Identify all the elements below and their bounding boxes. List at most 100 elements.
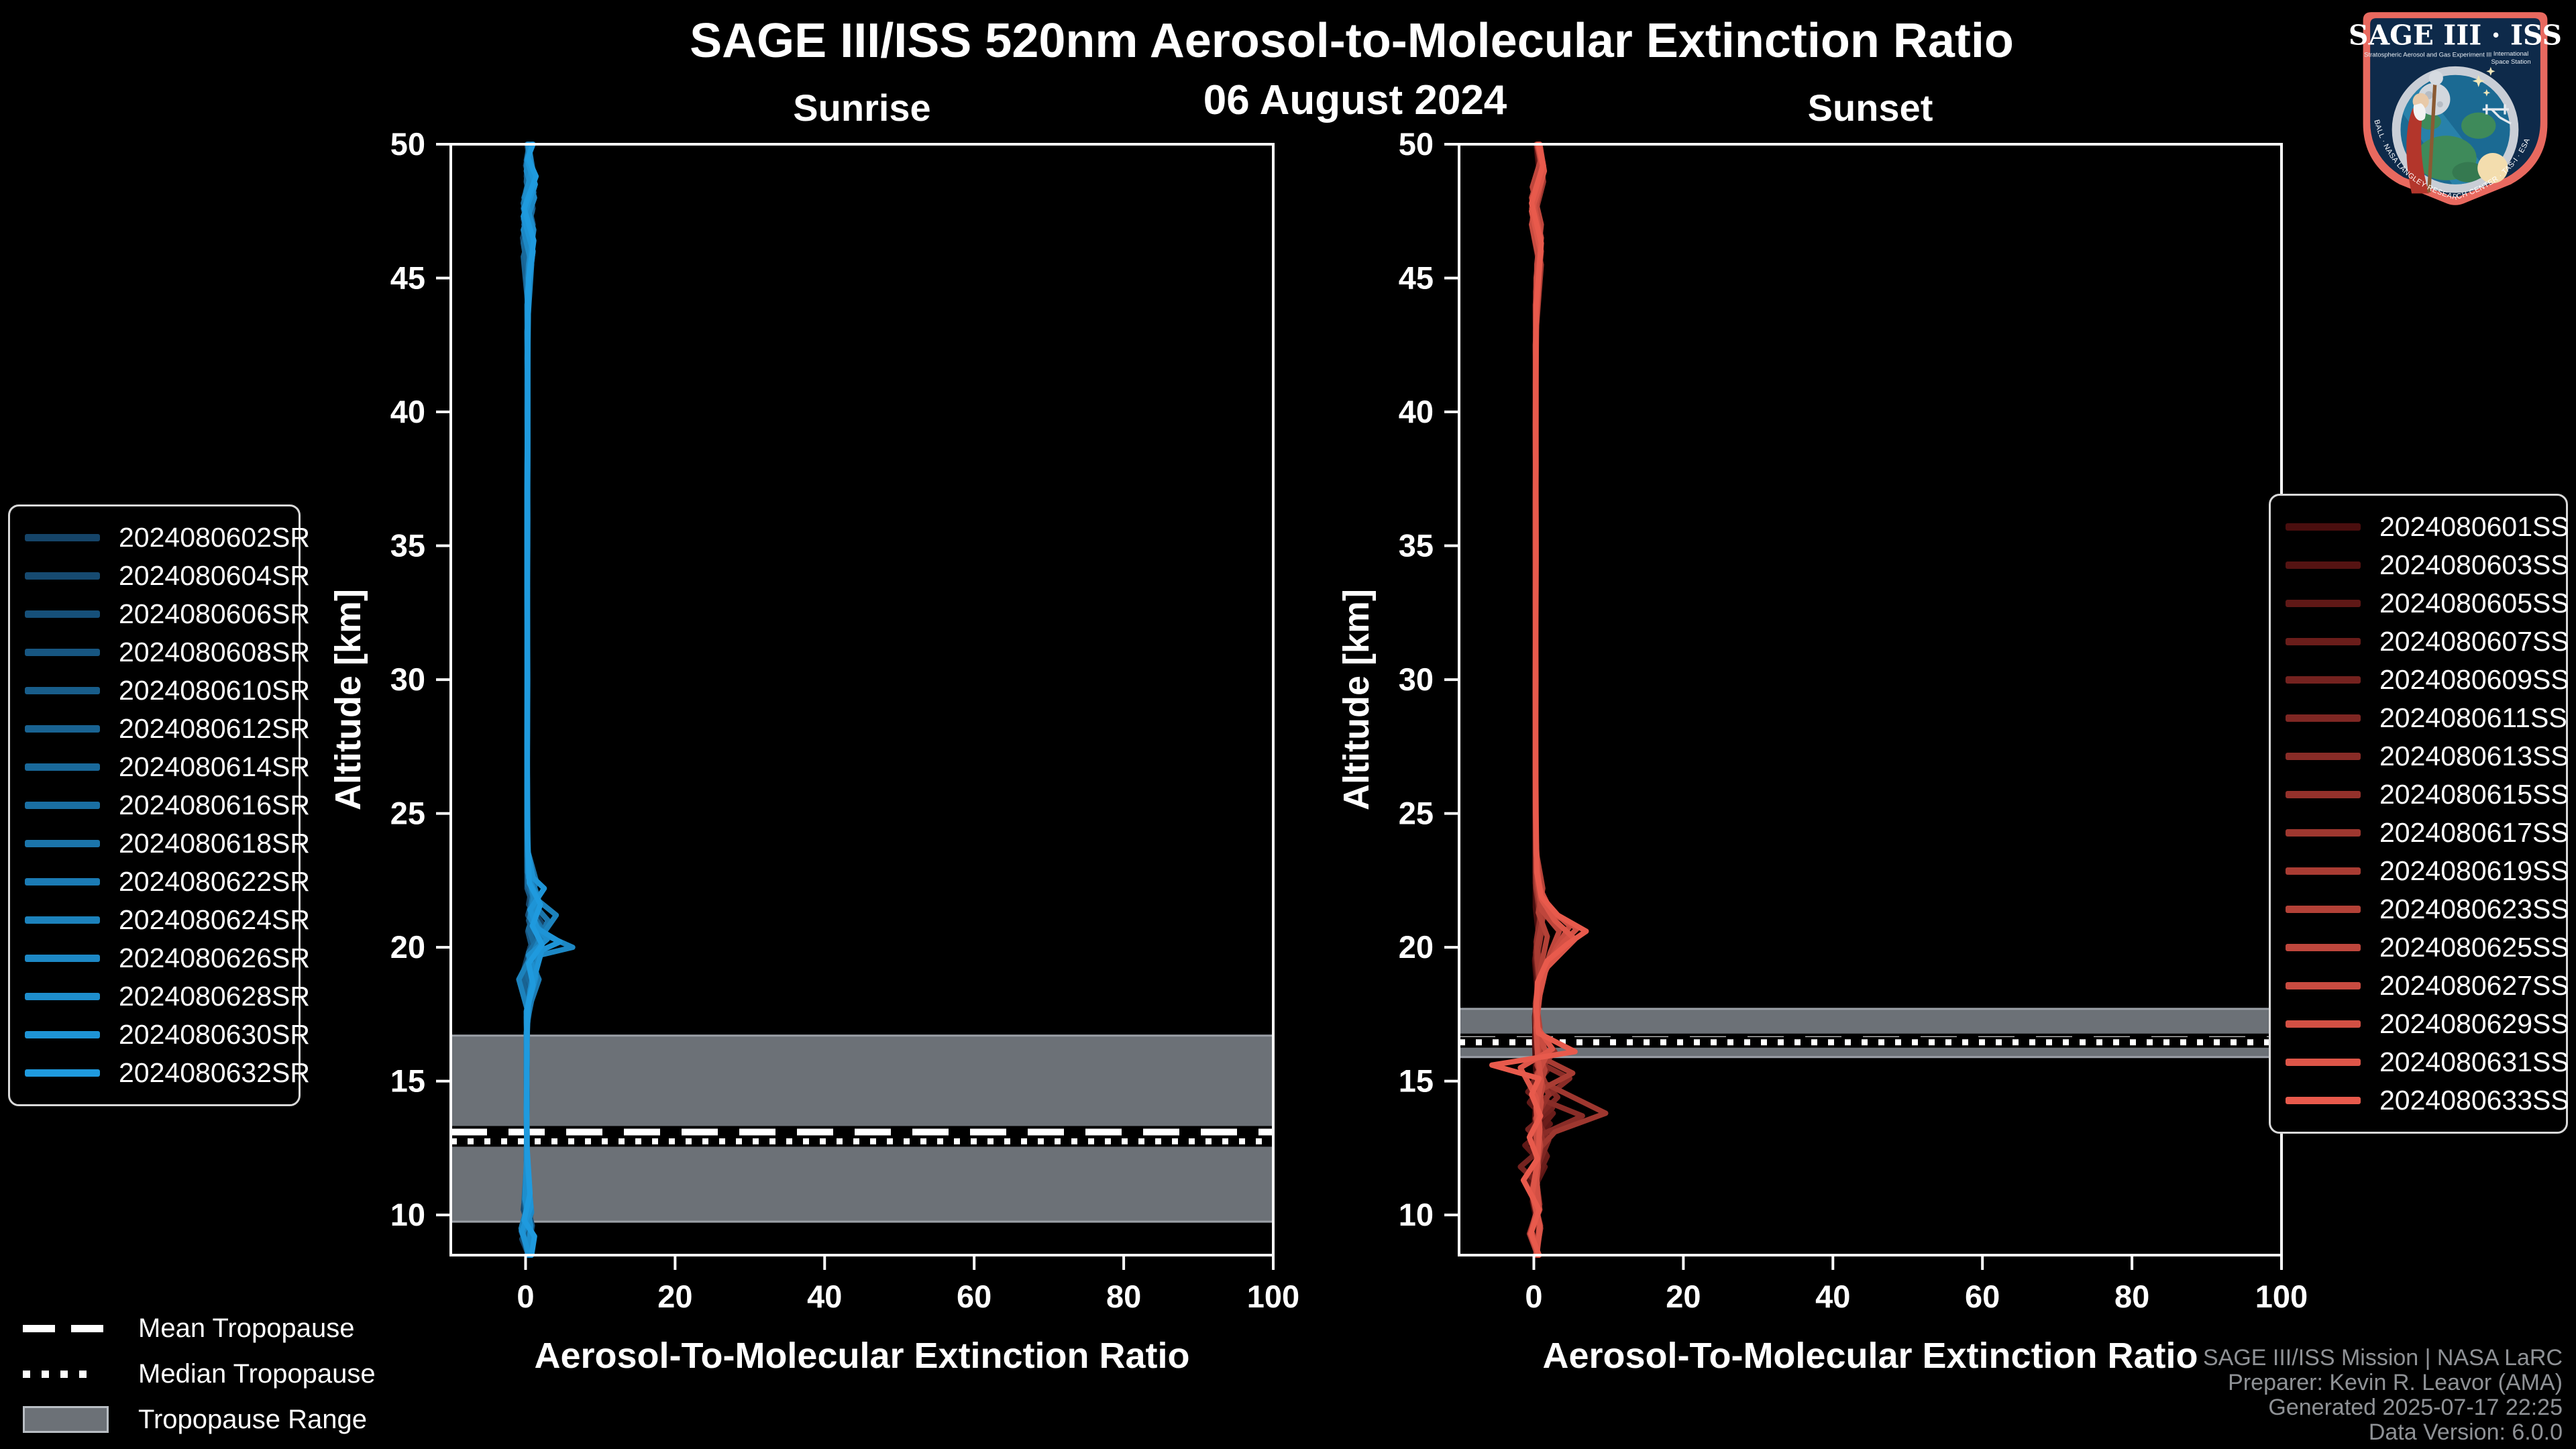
legend-event-id: 2024080632SR bbox=[119, 1057, 310, 1088]
legend-line-swatch bbox=[25, 687, 100, 694]
tropopause-range-band bbox=[1459, 1008, 2282, 1057]
x-tick-label: 60 bbox=[957, 1279, 991, 1314]
legend-item: 2024080618SR bbox=[25, 824, 310, 863]
legend-item: 2024080608SR bbox=[25, 633, 310, 672]
legend-item: 2024080607SS bbox=[2286, 623, 2569, 661]
y-tick-label: 15 bbox=[390, 1063, 425, 1099]
legend-event-id: 2024080608SR bbox=[119, 637, 310, 667]
y-tick-label: 45 bbox=[1399, 260, 1434, 296]
legend-line-swatch bbox=[25, 725, 100, 733]
legend-line-swatch bbox=[2286, 714, 2361, 722]
mission-credit: SAGE III/ISS Mission | NASA LaRC bbox=[2202, 1345, 2563, 1371]
patch-stars-icon bbox=[2472, 66, 2496, 97]
sunrise-event-legend: 2024080602SR 2024080604SR 2024080606SR 2024… bbox=[8, 504, 310, 1106]
sunset-event-legend: 2024080601SS 2024080603SS 2024080605SS 2024… bbox=[2269, 494, 2569, 1134]
axes-frame bbox=[1458, 143, 2283, 1256]
legend-event-id: 2024080602SR bbox=[119, 522, 310, 553]
legend-event-id: 2024080631SS bbox=[2379, 1046, 2569, 1077]
legend-event-id: 2024080623SS bbox=[2379, 894, 2569, 924]
legend-event-id: 2024080614SR bbox=[119, 751, 310, 782]
legend-item: 2024080625SS bbox=[2286, 928, 2569, 967]
legend-line-swatch bbox=[25, 572, 100, 580]
y-tick-label: 20 bbox=[390, 929, 425, 965]
x-tick-label: 80 bbox=[2114, 1279, 2149, 1314]
data-version: Data Version: 6.0.0 bbox=[2368, 1419, 2563, 1445]
mean-tropopause-label: Mean Tropopause bbox=[138, 1313, 355, 1343]
legend-event-id: 2024080601SS bbox=[2379, 511, 2569, 542]
panel-title-sunrise: Sunrise bbox=[793, 87, 931, 129]
legend-line-swatch bbox=[25, 916, 100, 924]
legend-item: 2024080601SS bbox=[2286, 508, 2569, 546]
legend-item: 2024080613SS bbox=[2286, 737, 2569, 775]
patch-subtitle-right-2: Space Station bbox=[2491, 58, 2530, 66]
legend-event-id: 2024080622SR bbox=[119, 866, 310, 897]
panel-sunrise: 0 20 40 60 80 100 10 15 20 25 30 35 40 45 50 Aerosol-To… bbox=[328, 126, 1299, 1376]
legend-event-id: 2024080625SS bbox=[2379, 932, 2569, 963]
y-tick-label: 25 bbox=[390, 796, 425, 831]
legend-line-swatch bbox=[25, 878, 100, 885]
x-tick-label: 80 bbox=[1106, 1279, 1141, 1314]
legend-line-swatch bbox=[25, 955, 100, 962]
mean-tropopause-legend-item: Mean Tropopause bbox=[23, 1312, 376, 1344]
legend-line-swatch bbox=[2286, 600, 2361, 607]
legend-line-swatch bbox=[2286, 1097, 2361, 1104]
legend-item: 2024080603SS bbox=[2286, 546, 2569, 584]
legend-item: 2024080602SR bbox=[25, 519, 310, 557]
patch-subtitle-left: Stratospheric Aerosol and Gas Experiment… bbox=[2364, 52, 2491, 59]
median-tropopause-dotted-icon bbox=[23, 1370, 113, 1378]
legend-event-id: 2024080606SR bbox=[119, 598, 310, 629]
x-tick-label: 100 bbox=[1247, 1279, 1299, 1314]
legend-event-id: 2024080610SR bbox=[119, 675, 310, 706]
legend-item: 2024080627SS bbox=[2286, 967, 2569, 1005]
page-title: SAGE III/ISS 520nm Aerosol-to-Molecular … bbox=[690, 14, 2014, 68]
legend-line-swatch bbox=[25, 534, 100, 541]
x-axis-label: Aerosol-To-Molecular Extinction Ratio bbox=[534, 1336, 1189, 1376]
profile-2024080633SS bbox=[1489, 142, 1589, 1258]
legend-line-swatch bbox=[2286, 638, 2361, 645]
legend-event-id: 2024080624SR bbox=[119, 904, 310, 935]
median-tropopause-legend-item: Median Tropopause bbox=[23, 1358, 376, 1390]
mean-tropopause-dashed-icon bbox=[23, 1324, 113, 1332]
tropopause-range-legend-item: Tropopause Range bbox=[23, 1403, 376, 1436]
x-axis-label: Aerosol-To-Molecular Extinction Ratio bbox=[1542, 1336, 2198, 1376]
legend-item: 2024080632SR bbox=[25, 1054, 310, 1092]
legend-line-swatch bbox=[25, 993, 100, 1000]
legend-event-id: 2024080629SS bbox=[2379, 1008, 2569, 1039]
legend-item: 2024080623SS bbox=[2286, 890, 2569, 928]
x-tick-label: 60 bbox=[1965, 1279, 2000, 1314]
legend-line-swatch bbox=[2286, 561, 2361, 569]
legend-line-swatch bbox=[2286, 1059, 2361, 1066]
legend-event-id: 2024080628SR bbox=[119, 981, 310, 1012]
legend-event-id: 2024080611SS bbox=[2379, 702, 2567, 733]
x-tick-label: 100 bbox=[2255, 1279, 2308, 1314]
patch-sage-figure bbox=[2406, 70, 2443, 194]
y-tick-label: 10 bbox=[390, 1197, 425, 1232]
legend-item: 2024080624SR bbox=[25, 901, 310, 939]
legend-item: 2024080617SS bbox=[2286, 814, 2569, 852]
legend-event-id: 2024080607SS bbox=[2379, 626, 2569, 657]
legend-event-id: 2024080609SS bbox=[2379, 664, 2569, 695]
y-tick-label: 30 bbox=[390, 661, 425, 697]
legend-item: 2024080609SS bbox=[2286, 661, 2569, 699]
legend-item: 2024080616SR bbox=[25, 786, 310, 824]
legend-item: 2024080605SS bbox=[2286, 584, 2569, 623]
legend-event-id: 2024080605SS bbox=[2379, 588, 2569, 619]
legend-event-id: 2024080603SS bbox=[2379, 549, 2569, 580]
x-tick-label: 20 bbox=[657, 1279, 692, 1314]
x-tick-label: 20 bbox=[1666, 1279, 1701, 1314]
legend-line-swatch bbox=[2286, 982, 2361, 989]
y-tick-label: 45 bbox=[390, 260, 425, 296]
legend-line-swatch bbox=[25, 840, 100, 847]
legend-event-id: 2024080618SR bbox=[119, 828, 310, 859]
legend-line-swatch bbox=[25, 1031, 100, 1038]
legend-event-id: 2024080604SR bbox=[119, 560, 310, 591]
preparer-credit: Preparer: Kevin R. Leavor (AMA) bbox=[2228, 1370, 2563, 1395]
panel-title-sunset: Sunset bbox=[1807, 87, 1933, 129]
profile-2024080632SR bbox=[521, 142, 545, 1258]
legend-line-swatch bbox=[2286, 944, 2361, 951]
legend-event-id: 2024080626SR bbox=[119, 943, 310, 973]
legend-event-id: 2024080613SS bbox=[2379, 741, 2569, 771]
y-tick-label: 40 bbox=[390, 394, 425, 429]
